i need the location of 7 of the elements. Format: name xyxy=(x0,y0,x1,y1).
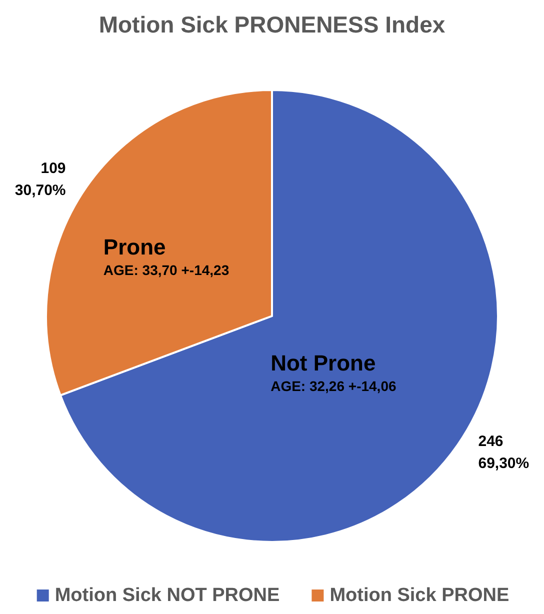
legend-label: Motion Sick NOT PRONE xyxy=(54,585,280,606)
text: Not Prone AGE: 32,26 +-14,06 xyxy=(270,350,396,394)
data-label: 246 69,30% xyxy=(478,433,530,472)
text: Prone AGE: 33,70 +-14,23 xyxy=(103,234,230,278)
chart-title: Motion Sick PRONENESS Index xyxy=(98,12,446,38)
data-label: 109 30,70% xyxy=(14,160,66,199)
legend-label: Motion Sick PRONE xyxy=(330,585,510,606)
